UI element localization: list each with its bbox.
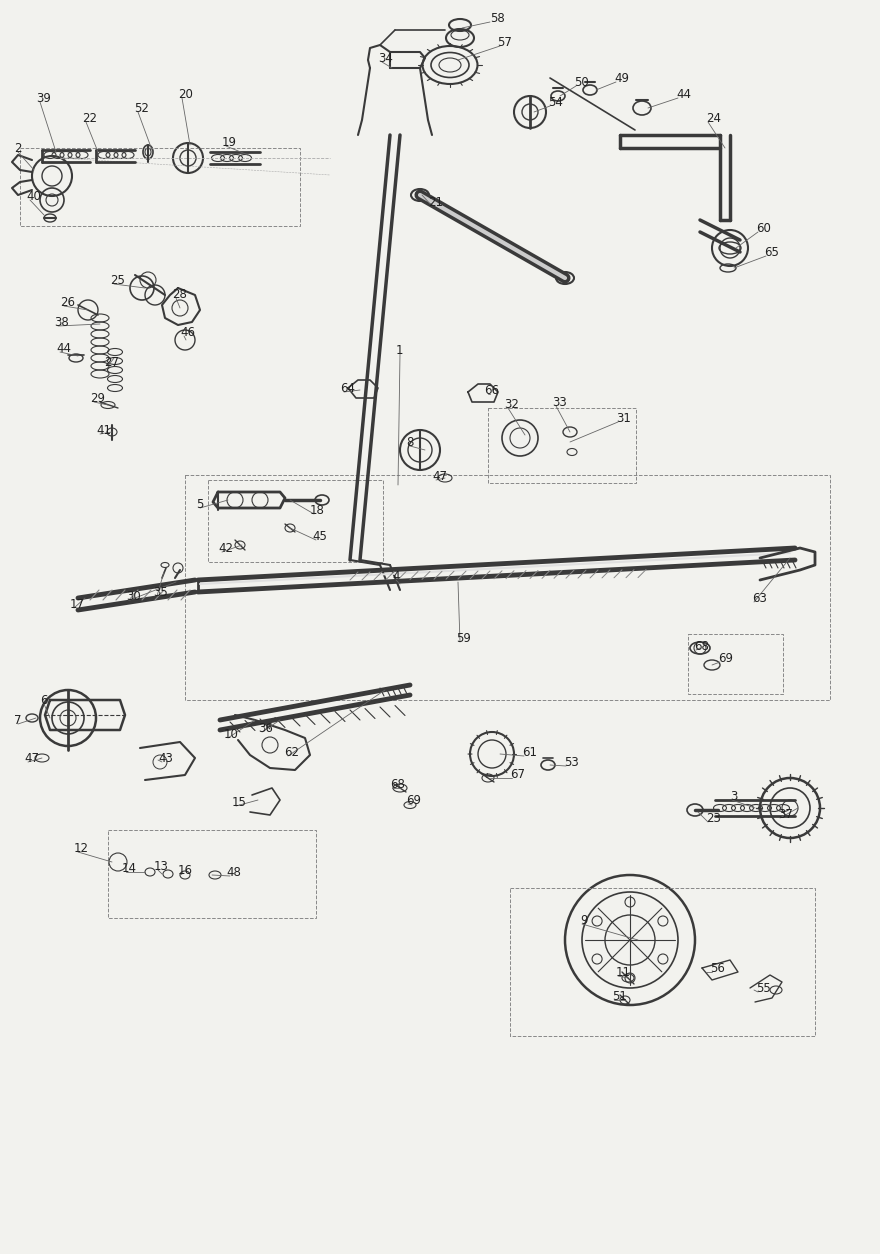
Text: 14: 14 (122, 861, 137, 874)
Text: 1: 1 (396, 344, 404, 356)
Bar (20, 148, 300, 226)
Text: 48: 48 (226, 865, 241, 879)
Text: 34: 34 (378, 51, 392, 64)
Text: 30: 30 (126, 589, 141, 602)
Text: 54: 54 (548, 95, 563, 109)
Text: 61: 61 (522, 745, 537, 759)
Text: 3: 3 (730, 790, 737, 803)
Text: 8: 8 (406, 435, 414, 449)
Text: 21: 21 (428, 196, 443, 208)
Text: 58: 58 (490, 11, 505, 25)
Bar (185, 475, 830, 700)
Text: 68: 68 (390, 777, 405, 790)
Text: 66: 66 (484, 384, 499, 396)
Text: 25: 25 (110, 273, 125, 286)
Text: 19: 19 (222, 135, 237, 148)
Text: 36: 36 (258, 721, 273, 735)
Text: 40: 40 (26, 189, 40, 202)
Text: 60: 60 (756, 222, 771, 234)
Text: 52: 52 (134, 102, 149, 114)
Text: 50: 50 (574, 75, 589, 89)
Text: 27: 27 (104, 355, 119, 369)
Text: 5: 5 (196, 498, 203, 510)
Text: 42: 42 (218, 542, 233, 554)
Text: 31: 31 (616, 411, 631, 425)
Text: 64: 64 (340, 381, 355, 395)
Text: 49: 49 (614, 71, 629, 84)
Text: 41: 41 (96, 424, 111, 436)
Text: 35: 35 (153, 586, 168, 598)
Text: 28: 28 (172, 287, 187, 301)
Text: 44: 44 (56, 341, 71, 355)
Text: 23: 23 (706, 811, 721, 824)
Text: 38: 38 (54, 316, 69, 329)
Text: 11: 11 (616, 966, 631, 978)
Text: 20: 20 (178, 88, 193, 100)
Text: 39: 39 (36, 92, 51, 104)
Text: 2: 2 (14, 142, 21, 154)
Text: 56: 56 (710, 962, 725, 974)
Text: 47: 47 (24, 751, 39, 765)
Text: 67: 67 (510, 767, 525, 780)
Text: 68: 68 (694, 640, 709, 652)
Text: 32: 32 (504, 398, 519, 410)
Text: 17: 17 (70, 597, 85, 611)
Text: 57: 57 (497, 35, 512, 49)
Text: 18: 18 (310, 504, 325, 517)
Text: 6: 6 (40, 693, 48, 706)
Bar (688, 635, 783, 693)
Text: 44: 44 (676, 88, 691, 100)
Text: 7: 7 (14, 714, 21, 726)
Text: 10: 10 (224, 727, 238, 741)
Text: 59: 59 (456, 632, 471, 645)
Text: 63: 63 (752, 592, 766, 604)
Text: 55: 55 (756, 982, 771, 994)
Text: 13: 13 (154, 859, 169, 873)
Text: 47: 47 (432, 469, 447, 483)
Text: 9: 9 (580, 913, 588, 927)
Text: 33: 33 (552, 395, 567, 409)
Text: 26: 26 (60, 296, 75, 308)
Text: 45: 45 (312, 529, 326, 543)
Bar (488, 408, 636, 483)
Text: 69: 69 (406, 794, 421, 806)
Text: 46: 46 (180, 326, 195, 339)
Text: 16: 16 (178, 864, 193, 877)
Text: 22: 22 (82, 112, 97, 124)
Text: 43: 43 (158, 751, 172, 765)
Text: 37: 37 (778, 808, 793, 820)
Text: 65: 65 (764, 246, 779, 258)
Bar (510, 888, 815, 1036)
Bar (208, 480, 383, 562)
Text: 53: 53 (564, 755, 579, 769)
Text: 12: 12 (74, 841, 89, 854)
Text: 29: 29 (90, 391, 105, 405)
Text: 62: 62 (284, 745, 299, 759)
Text: 24: 24 (706, 112, 721, 124)
Bar (108, 830, 316, 918)
Text: 4: 4 (392, 569, 400, 583)
Text: 15: 15 (232, 795, 247, 809)
Text: 51: 51 (612, 989, 627, 1002)
Text: 69: 69 (718, 652, 733, 665)
